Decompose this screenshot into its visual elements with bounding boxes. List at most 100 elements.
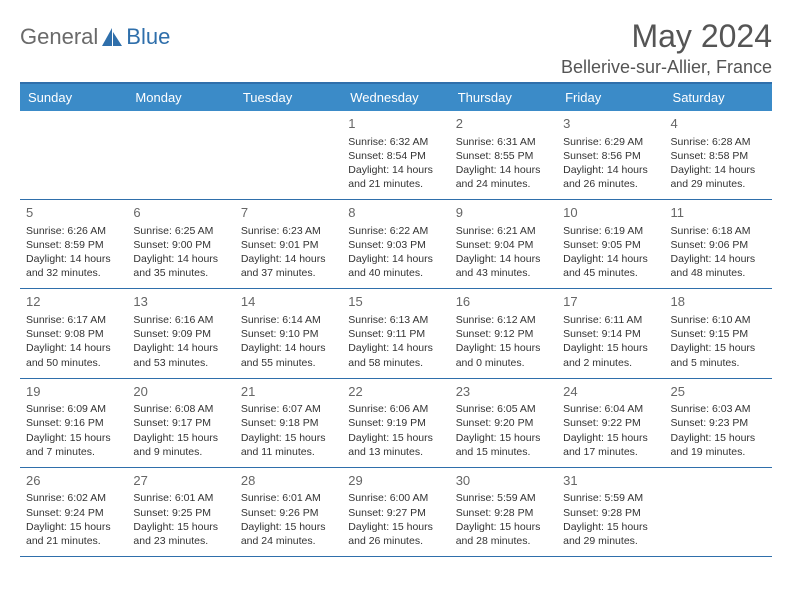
day-cell (235, 111, 342, 199)
day-cell: 16 Sunrise: 6:12 AMSunset: 9:12 PMDayligh… (450, 289, 557, 377)
day-detail: Sunrise: 6:16 AMSunset: 9:09 PMDaylight:… (133, 313, 228, 370)
weekday-header: Friday (557, 84, 664, 111)
header-bar: General Blue May 2024 Bellerive-sur-Alli… (20, 18, 772, 78)
day-detail: Sunrise: 6:21 AMSunset: 9:04 PMDaylight:… (456, 224, 551, 281)
calendar-table: SundayMondayTuesdayWednesdayThursdayFrid… (20, 82, 772, 557)
day-number: 23 (456, 383, 551, 401)
week-row: 1 Sunrise: 6:32 AMSunset: 8:54 PMDaylight… (20, 111, 772, 200)
day-number: 24 (563, 383, 658, 401)
day-number: 28 (241, 472, 336, 490)
day-cell: 14 Sunrise: 6:14 AMSunset: 9:10 PMDayligh… (235, 289, 342, 377)
day-detail: Sunrise: 6:32 AMSunset: 8:54 PMDaylight:… (348, 135, 443, 192)
day-cell: 30Sunrise: 5:59 AMSunset: 9:28 PMDayligh… (450, 468, 557, 556)
day-cell (127, 111, 234, 199)
day-number: 27 (133, 472, 228, 490)
day-detail: Sunrise: 6:12 AMSunset: 9:12 PMDaylight:… (456, 313, 551, 370)
day-detail: Sunrise: 6:09 AMSunset: 9:16 PMDaylight:… (26, 402, 121, 459)
day-cell: 10Sunrise: 6:19 AMSunset: 9:05 PMDayligh… (557, 200, 664, 288)
day-cell: 2 Sunrise: 6:31 AMSunset: 8:55 PMDaylight… (450, 111, 557, 199)
day-detail: Sunrise: 5:59 AMSunset: 9:28 PMDaylight:… (456, 491, 551, 548)
week-row: 26Sunrise: 6:02 AMSunset: 9:24 PMDayligh… (20, 468, 772, 557)
day-number: 5 (26, 204, 121, 222)
day-cell: 18Sunrise: 6:10 AMSunset: 9:15 PMDayligh… (665, 289, 772, 377)
month-title: May 2024 (561, 18, 772, 55)
day-cell: 19Sunrise: 6:09 AMSunset: 9:16 PMDayligh… (20, 379, 127, 467)
day-number: 7 (241, 204, 336, 222)
day-detail: Sunrise: 6:01 AMSunset: 9:25 PMDaylight:… (133, 491, 228, 548)
day-detail: Sunrise: 6:00 AMSunset: 9:27 PMDaylight:… (348, 491, 443, 548)
day-number: 21 (241, 383, 336, 401)
day-cell: 7 Sunrise: 6:23 AMSunset: 9:01 PMDaylight… (235, 200, 342, 288)
day-detail: Sunrise: 5:59 AMSunset: 9:28 PMDaylight:… (563, 491, 658, 548)
day-detail: Sunrise: 6:17 AMSunset: 9:08 PMDaylight:… (26, 313, 121, 370)
day-cell: 4 Sunrise: 6:28 AMSunset: 8:58 PMDaylight… (665, 111, 772, 199)
logo: General Blue (20, 18, 170, 50)
day-detail: Sunrise: 6:10 AMSunset: 9:15 PMDaylight:… (671, 313, 766, 370)
weekday-header: Monday (127, 84, 234, 111)
day-number: 22 (348, 383, 443, 401)
day-number: 30 (456, 472, 551, 490)
day-detail: Sunrise: 6:06 AMSunset: 9:19 PMDaylight:… (348, 402, 443, 459)
day-cell: 3 Sunrise: 6:29 AMSunset: 8:56 PMDaylight… (557, 111, 664, 199)
day-cell: 22Sunrise: 6:06 AMSunset: 9:19 PMDayligh… (342, 379, 449, 467)
day-number: 20 (133, 383, 228, 401)
day-cell: 28Sunrise: 6:01 AMSunset: 9:26 PMDayligh… (235, 468, 342, 556)
weekday-header: Saturday (665, 84, 772, 111)
day-cell: 21Sunrise: 6:07 AMSunset: 9:18 PMDayligh… (235, 379, 342, 467)
day-detail: Sunrise: 6:25 AMSunset: 9:00 PMDaylight:… (133, 224, 228, 281)
day-detail: Sunrise: 6:05 AMSunset: 9:20 PMDaylight:… (456, 402, 551, 459)
day-number: 31 (563, 472, 658, 490)
day-number: 2 (456, 115, 551, 133)
day-detail: Sunrise: 6:04 AMSunset: 9:22 PMDaylight:… (563, 402, 658, 459)
day-number: 26 (26, 472, 121, 490)
day-number: 10 (563, 204, 658, 222)
day-cell: 13Sunrise: 6:16 AMSunset: 9:09 PMDayligh… (127, 289, 234, 377)
day-number: 25 (671, 383, 766, 401)
logo-sail-icon (100, 26, 124, 48)
day-number: 19 (26, 383, 121, 401)
day-detail: Sunrise: 6:03 AMSunset: 9:23 PMDaylight:… (671, 402, 766, 459)
day-detail: Sunrise: 6:23 AMSunset: 9:01 PMDaylight:… (241, 224, 336, 281)
title-block: May 2024 Bellerive-sur-Allier, France (561, 18, 772, 78)
day-cell: 25Sunrise: 6:03 AMSunset: 9:23 PMDayligh… (665, 379, 772, 467)
day-detail: Sunrise: 6:01 AMSunset: 9:26 PMDaylight:… (241, 491, 336, 548)
day-cell: 31Sunrise: 5:59 AMSunset: 9:28 PMDayligh… (557, 468, 664, 556)
day-cell: 24Sunrise: 6:04 AMSunset: 9:22 PMDayligh… (557, 379, 664, 467)
day-cell: 12Sunrise: 6:17 AMSunset: 9:08 PMDayligh… (20, 289, 127, 377)
weekday-header-row: SundayMondayTuesdayWednesdayThursdayFrid… (20, 84, 772, 111)
day-number: 14 (241, 293, 336, 311)
weekday-header: Tuesday (235, 84, 342, 111)
day-number: 6 (133, 204, 228, 222)
day-number: 11 (671, 204, 766, 222)
day-number: 3 (563, 115, 658, 133)
day-detail: Sunrise: 6:29 AMSunset: 8:56 PMDaylight:… (563, 135, 658, 192)
day-cell: 20Sunrise: 6:08 AMSunset: 9:17 PMDayligh… (127, 379, 234, 467)
day-cell: 15Sunrise: 6:13 AMSunset: 9:11 PMDayligh… (342, 289, 449, 377)
day-detail: Sunrise: 6:31 AMSunset: 8:55 PMDaylight:… (456, 135, 551, 192)
day-detail: Sunrise: 6:02 AMSunset: 9:24 PMDaylight:… (26, 491, 121, 548)
weekday-header: Sunday (20, 84, 127, 111)
day-detail: Sunrise: 6:26 AMSunset: 8:59 PMDaylight:… (26, 224, 121, 281)
day-cell: 6 Sunrise: 6:25 AMSunset: 9:00 PMDaylight… (127, 200, 234, 288)
day-cell: 23Sunrise: 6:05 AMSunset: 9:20 PMDayligh… (450, 379, 557, 467)
day-number: 17 (563, 293, 658, 311)
day-number: 15 (348, 293, 443, 311)
day-cell: 29Sunrise: 6:00 AMSunset: 9:27 PMDayligh… (342, 468, 449, 556)
day-detail: Sunrise: 6:28 AMSunset: 8:58 PMDaylight:… (671, 135, 766, 192)
day-number: 9 (456, 204, 551, 222)
week-row: 19Sunrise: 6:09 AMSunset: 9:16 PMDayligh… (20, 379, 772, 468)
week-row: 12Sunrise: 6:17 AMSunset: 9:08 PMDayligh… (20, 289, 772, 378)
day-cell: 9 Sunrise: 6:21 AMSunset: 9:04 PMDaylight… (450, 200, 557, 288)
day-number: 1 (348, 115, 443, 133)
day-detail: Sunrise: 6:08 AMSunset: 9:17 PMDaylight:… (133, 402, 228, 459)
day-cell: 5 Sunrise: 6:26 AMSunset: 8:59 PMDaylight… (20, 200, 127, 288)
day-cell: 11Sunrise: 6:18 AMSunset: 9:06 PMDayligh… (665, 200, 772, 288)
day-cell (665, 468, 772, 556)
day-number: 4 (671, 115, 766, 133)
day-detail: Sunrise: 6:14 AMSunset: 9:10 PMDaylight:… (241, 313, 336, 370)
day-number: 16 (456, 293, 551, 311)
week-row: 5 Sunrise: 6:26 AMSunset: 8:59 PMDaylight… (20, 200, 772, 289)
day-detail: Sunrise: 6:07 AMSunset: 9:18 PMDaylight:… (241, 402, 336, 459)
logo-text-general: General (20, 24, 98, 50)
logo-text-blue: Blue (126, 24, 170, 50)
